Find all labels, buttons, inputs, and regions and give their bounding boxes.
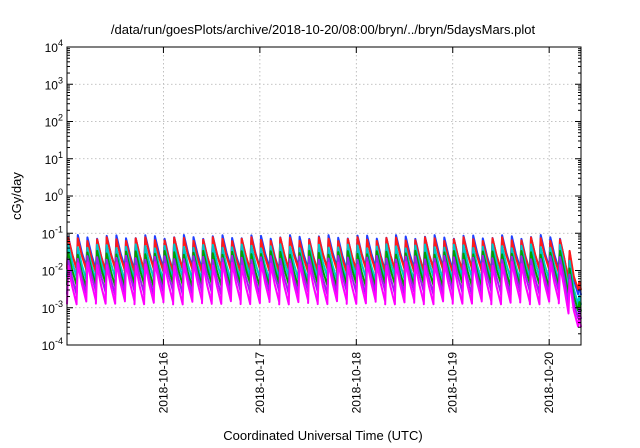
y-tick-label: 10-4	[42, 336, 63, 353]
y-tick-label: 10-3	[42, 299, 63, 316]
x-tick-label: 2018-10-18	[349, 352, 363, 414]
y-tick-exponent: -4	[55, 336, 63, 346]
y-tick-exponent: 0	[58, 187, 63, 197]
x-axis-label: Coordinated Universal Time (UTC)	[223, 428, 422, 443]
y-tick-label: 104	[45, 38, 63, 55]
y-tick-label: 101	[45, 150, 63, 167]
data-series-line	[66, 261, 582, 328]
y-tick-label: 10-1	[42, 224, 63, 241]
y-tick-label: 100	[45, 187, 63, 204]
y-tick-label: 103	[45, 75, 63, 92]
y-tick-exponent: -1	[55, 224, 63, 234]
y-tick-exponent: 3	[58, 75, 63, 85]
y-tick-exponent: 1	[58, 150, 63, 160]
chart-title: /data/run/goesPlots/archive/2018-10-20/0…	[111, 22, 536, 37]
y-tick-label: 102	[45, 113, 63, 130]
y-tick-exponent: -2	[55, 262, 63, 272]
series-group	[66, 234, 582, 328]
ticks	[67, 46, 581, 346]
x-tick-label: 2018-10-16	[156, 352, 170, 414]
x-tick-label: 2018-10-20	[542, 352, 556, 414]
y-axis-label: cGy/day	[9, 172, 24, 220]
y-tick-exponent: 4	[58, 38, 63, 48]
y-tick-exponent: -3	[55, 299, 63, 309]
x-tick-label: 2018-10-17	[253, 352, 267, 414]
y-tick-exponent: 2	[58, 113, 63, 123]
x-tick-label: 2018-10-19	[446, 352, 460, 414]
y-tick-label: 10-2	[42, 262, 63, 279]
x-tick-labels: 2018-10-16 2018-10-17 2018-10-18 2018-10-19…	[156, 352, 556, 414]
